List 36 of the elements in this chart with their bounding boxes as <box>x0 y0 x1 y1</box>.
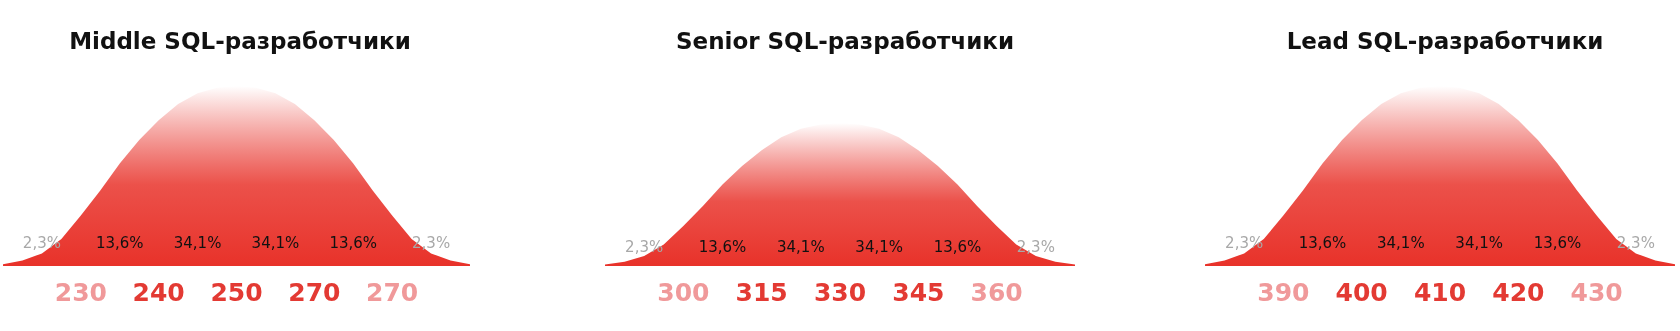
chart-title: Middle SQL-разработчики <box>69 27 411 54</box>
annotation: 13,6% <box>95 233 144 252</box>
x-tick-label: 410 <box>1413 278 1467 307</box>
chart-title: Senior SQL-разработчики <box>675 27 1015 54</box>
annotation: 2,3% <box>22 233 61 252</box>
annotation: 34,1% <box>251 233 300 252</box>
x-tick-label: 400 <box>1335 278 1388 307</box>
x-tick-label: 345 <box>892 278 945 307</box>
annotation: 2,3% <box>1225 233 1264 252</box>
annotation: 13,6% <box>1298 233 1347 252</box>
annotation: 2,3% <box>1016 238 1055 257</box>
annotation: 13,6% <box>1533 233 1582 252</box>
annotation: 34,1% <box>777 238 825 257</box>
x-tick-label: 240 <box>132 278 185 307</box>
x-tick-label: 250 <box>210 278 263 307</box>
x-tick-label: 300 <box>657 278 710 307</box>
annotation: 34,1% <box>1377 233 1425 252</box>
annotation: 2,3% <box>625 238 664 257</box>
annotation: 2,3% <box>1616 233 1655 252</box>
x-tick-label: 270 <box>366 278 419 307</box>
x-tick-label: 330 <box>813 278 867 307</box>
x-tick-label: 315 <box>735 278 788 307</box>
x-tick-label: 390 <box>1257 278 1310 307</box>
x-tick-label: 230 <box>54 278 107 307</box>
annotation: 2,3% <box>412 233 451 252</box>
x-tick-label: 270 <box>288 278 341 307</box>
x-tick-label: 420 <box>1492 278 1545 307</box>
x-tick-label: 360 <box>970 278 1023 307</box>
annotation: 13,6% <box>329 233 378 252</box>
annotation: 34,1% <box>173 233 222 252</box>
annotation: 34,1% <box>1455 233 1503 252</box>
x-tick-label: 430 <box>1570 278 1623 307</box>
annotation: 13,6% <box>933 238 982 257</box>
annotation: 34,1% <box>855 238 903 257</box>
chart-title: Lead SQL-разработчики <box>1286 27 1604 54</box>
annotation: 13,6% <box>698 238 747 257</box>
